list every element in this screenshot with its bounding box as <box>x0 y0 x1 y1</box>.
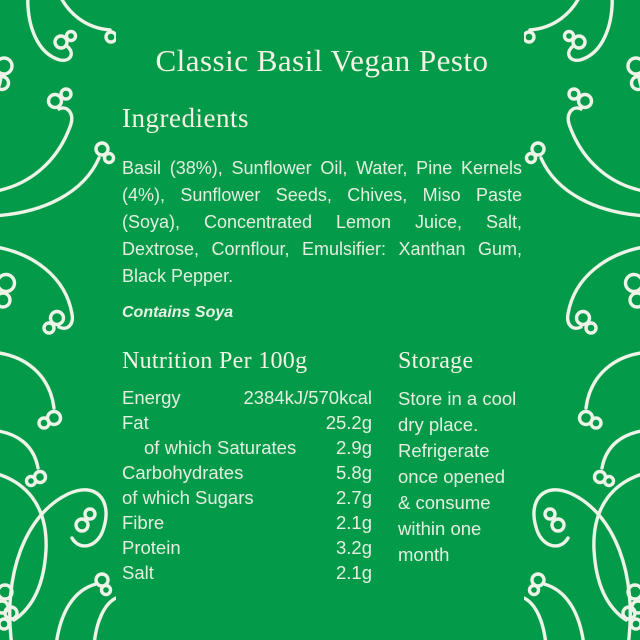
nutrition-table: Energy 2384kJ/570kcal Fat 25.2g of which… <box>122 385 372 585</box>
nutrition-row-carbohydrates: Carbohydrates 5.8g <box>122 460 372 485</box>
nutrient-label: Protein <box>122 537 181 558</box>
storage-text: Store in a cool dry place. Refrigerate o… <box>398 388 517 565</box>
page-title: Classic Basil Vegan Pesto <box>155 43 489 78</box>
bottom-columns: Nutrition Per 100g Energy 2384kJ/570kcal… <box>122 346 522 585</box>
nutrient-value: 2.7g <box>335 487 372 508</box>
nutrition-row-saturates: of which Saturates 2.9g <box>122 435 372 460</box>
nutrition-row-energy: Energy 2384kJ/570kcal <box>122 385 372 410</box>
ingredients-heading: Ingredients <box>122 103 249 133</box>
nutrient-label: Carbohydrates <box>122 462 244 483</box>
nutrient-value: 2.1g <box>335 562 372 583</box>
nutrient-value: 2.9g <box>335 437 372 458</box>
nutrition-row-fat: Fat 25.2g <box>122 410 372 435</box>
nutrition-section: Nutrition Per 100g Energy 2384kJ/570kcal… <box>122 346 372 585</box>
nutrient-label: of which Sugars <box>122 487 254 508</box>
nutrition-heading: Nutrition Per 100g <box>122 348 308 374</box>
nutrient-label: Fat <box>122 412 149 433</box>
nutrient-label: Energy <box>122 387 181 408</box>
label-content: Classic Basil Vegan Pesto Ingredients Ba… <box>122 0 522 585</box>
nutrient-value: 2384kJ/570kcal <box>243 387 372 408</box>
nutrition-row-sugars: of which Sugars 2.7g <box>122 485 372 510</box>
nutrient-value: 5.8g <box>335 462 372 483</box>
nutrient-value: 25.2g <box>325 412 372 433</box>
nutrition-row-salt: Salt 2.1g <box>122 560 372 585</box>
nutrient-value: 3.2g <box>335 537 372 558</box>
ingredients-text: Basil (38%), Sunflower Oil, Water, Pine … <box>122 158 522 286</box>
nutrition-row-fibre: Fibre 2.1g <box>122 510 372 535</box>
storage-section: Storage Store in a cool dry place. Refri… <box>398 346 522 568</box>
storage-heading: Storage <box>398 348 474 374</box>
nutrient-label: Salt <box>122 562 154 583</box>
vine-flourish-left-icon <box>0 0 116 640</box>
nutrient-label: of which Saturates <box>144 437 297 458</box>
nutrition-row-protein: Protein 3.2g <box>122 535 372 560</box>
nutrient-label: Fibre <box>122 512 165 533</box>
vine-flourish-right-icon <box>524 0 640 640</box>
nutrient-value: 2.1g <box>335 512 372 533</box>
allergen-note: Contains Soya <box>122 304 234 321</box>
